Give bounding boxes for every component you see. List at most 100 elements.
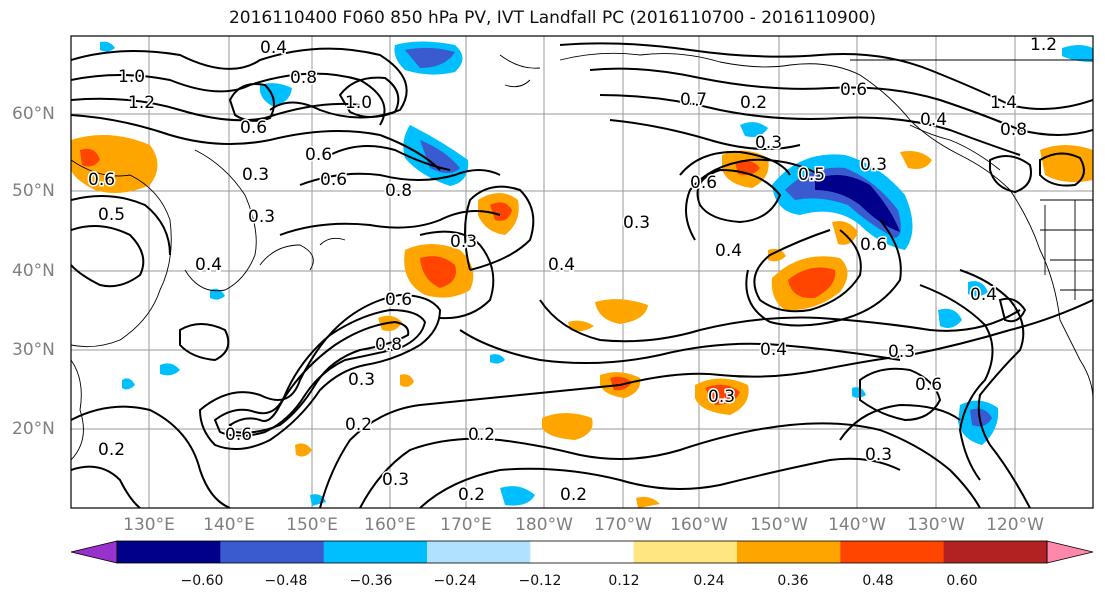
- contour-label: 0.3: [623, 213, 650, 233]
- contour-label: 0.3: [248, 207, 275, 227]
- lon-label: 130°E: [123, 515, 175, 535]
- colorbar-tick-label: 0.24: [693, 573, 725, 589]
- colorbar-max-extend: [1046, 540, 1094, 564]
- negative-pv-patch: [100, 41, 115, 52]
- map-title: 2016110400 F060 850 hPa PV, IVT Landfall…: [228, 8, 876, 28]
- contour-label: 1.0: [118, 67, 145, 87]
- negative-pv-patch: [740, 122, 768, 137]
- colorbar-min-extend: [70, 540, 118, 564]
- pv-contours: [71, 42, 1093, 508]
- contour-label: 0.6: [320, 170, 347, 190]
- lon-label: 120°W: [986, 515, 1044, 535]
- positive-pv-patch: [80, 148, 100, 167]
- lat-label: 30°N: [12, 340, 55, 360]
- colorbar-segment: [530, 541, 635, 563]
- contour-label: 1.0: [345, 93, 372, 113]
- colorbar: [70, 540, 1094, 564]
- negative-pv-patch: [490, 354, 505, 364]
- colorbar-segment: [737, 541, 841, 563]
- positive-pv-patch: [490, 202, 512, 221]
- colorbar-tick-label: 0.12: [608, 573, 640, 589]
- contour-label: 0.4: [548, 255, 575, 275]
- colorbar-segment: [220, 541, 325, 563]
- negative-pv-patch: [500, 486, 535, 506]
- positive-pv-patch: [636, 496, 660, 508]
- contour-label: 0.4: [920, 110, 947, 130]
- negative-pv-patch: [968, 281, 988, 297]
- contour-label: 0.7: [680, 90, 707, 110]
- colorbar-segment: [840, 541, 945, 563]
- negative-pv-patch: [210, 288, 225, 300]
- contour-label: 0.3: [450, 232, 477, 252]
- negative-pv-patch: [160, 363, 180, 376]
- contour-label: 0.3: [755, 133, 782, 153]
- negative-pv-patch: [785, 167, 901, 238]
- lon-label: 170°E: [440, 515, 492, 535]
- lon-label: 180°W: [515, 515, 573, 535]
- contour-label: 0.3: [348, 370, 375, 390]
- contour-label: 0.6: [305, 145, 332, 165]
- lat-label: 40°N: [12, 261, 55, 281]
- contour-label: 0.6: [240, 118, 267, 138]
- positive-pv-patch: [400, 374, 414, 387]
- lon-label: 130°W: [907, 515, 965, 535]
- lat-label: 60°N: [12, 104, 55, 124]
- contour-label: 0.2: [560, 485, 587, 505]
- colorbar-tick-label: 0.60: [946, 573, 978, 589]
- colorbar-frame: [116, 540, 1048, 564]
- contour-label: 0.5: [98, 205, 125, 225]
- negative-pv-patch: [1062, 45, 1093, 62]
- contour-label: 0.4: [195, 255, 222, 275]
- contour-labels: 0.4 1.0 1.2 0.8 1.0 0.6 0.3 0.3 0.5 0.6 …: [87, 35, 1059, 507]
- colorbar-segment: [117, 541, 221, 563]
- coastlines: [71, 52, 1093, 461]
- positive-pv-patch: [568, 320, 594, 332]
- contour-label: 1.2: [128, 93, 155, 113]
- contour-label: 0.4: [970, 285, 997, 305]
- contour-label: 0.2: [468, 425, 495, 445]
- contour-label: 0.4: [760, 340, 787, 360]
- contour-label: 0.4: [260, 38, 287, 58]
- colorbar-segment: [427, 541, 531, 563]
- colorbar-tick-label: −0.36: [349, 573, 393, 589]
- contour-label: 0.6: [225, 425, 252, 445]
- contour-label: 0.6: [915, 375, 942, 395]
- positive-pv-patch: [1040, 145, 1093, 183]
- contour-label: 0.2: [458, 485, 485, 505]
- positive-pv-patch: [595, 299, 648, 324]
- contour-label: 0.6: [385, 290, 412, 310]
- contour-label: 0.8: [375, 335, 402, 355]
- lat-label: 50°N: [12, 181, 55, 201]
- contour-label: 0.6: [860, 235, 887, 255]
- contour-label: 0.3: [860, 155, 887, 175]
- colorbar-tick-label: 0.36: [777, 573, 809, 589]
- positive-pv-patch: [542, 413, 593, 440]
- colorbar-tick-label: −0.48: [264, 573, 308, 589]
- lon-label: 170°W: [594, 515, 652, 535]
- colorbar-segment: [943, 541, 1048, 563]
- positive-pv-patch: [610, 376, 632, 391]
- positive-pv-patch: [768, 248, 786, 262]
- contour-label: 0.2: [345, 415, 372, 435]
- positive-pv-patch: [705, 384, 740, 405]
- contour-label: 0.2: [98, 440, 125, 460]
- colorbar-tick-label: −0.24: [433, 573, 477, 589]
- lon-label: 140°W: [828, 515, 886, 535]
- colorbar-tick-label: 0.48: [862, 573, 894, 589]
- positive-pv-patch: [295, 443, 312, 457]
- lat-label: 20°N: [12, 419, 55, 439]
- lon-label: 140°E: [203, 515, 255, 535]
- contour-label: 0.6: [88, 170, 115, 190]
- contour-label: 0.5: [798, 165, 825, 185]
- negative-pv-patch: [938, 308, 962, 328]
- negative-pv-patch: [815, 175, 900, 232]
- positive-pv-patch: [900, 151, 932, 169]
- contour-label: 1.2: [1030, 35, 1057, 55]
- contour-label: 0.3: [708, 387, 735, 407]
- negative-pv-patch: [970, 408, 992, 427]
- contour-label: 0.6: [690, 173, 717, 193]
- lon-label: 150°W: [750, 515, 808, 535]
- contour-label: 0.8: [385, 181, 412, 201]
- colorbar-tick-label: −0.12: [518, 573, 562, 589]
- positive-pv-patch: [788, 267, 836, 299]
